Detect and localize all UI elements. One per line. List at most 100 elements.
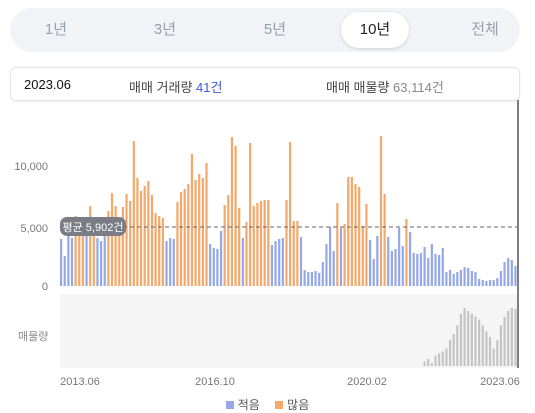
volume-bar — [416, 254, 419, 286]
volume-bar — [401, 246, 404, 286]
volume-bar — [107, 211, 110, 286]
tab-10y[interactable]: 10년 — [341, 12, 409, 48]
volume-bar — [216, 249, 219, 286]
volume-bar — [81, 221, 85, 286]
volume-bar — [70, 238, 74, 286]
average-badge — [60, 216, 126, 236]
listing-bar — [423, 361, 426, 366]
average-label: 평균 5,902건 — [63, 221, 124, 234]
volume-bar — [132, 141, 135, 286]
volume-bar — [238, 208, 241, 286]
volume-bar — [347, 177, 350, 286]
legend-low: 적음 — [225, 396, 260, 413]
listing-panel-bg — [60, 294, 518, 368]
volume-bar — [281, 238, 284, 286]
volume-bar — [339, 228, 343, 286]
volume-bar — [121, 207, 124, 286]
listing-bar — [499, 325, 503, 366]
legend-high: 많음 — [275, 396, 309, 413]
volume-bar — [514, 266, 517, 286]
volume-bar — [103, 235, 106, 286]
period-tabs: 1년 3년 5년 10년 전체 — [10, 8, 520, 52]
volume-bar — [372, 259, 375, 286]
volume-bar — [307, 272, 310, 286]
volume-bar — [285, 200, 288, 286]
volume-bar — [354, 184, 357, 286]
volume-bar — [350, 177, 353, 286]
volume-bar — [230, 137, 234, 286]
volume-bar — [325, 244, 328, 286]
listing-bar — [503, 316, 506, 366]
volume-bar — [67, 230, 70, 286]
tab-3y[interactable]: 3년 — [153, 21, 177, 38]
listing-bar — [470, 313, 473, 366]
listing-bar — [507, 310, 510, 366]
volume-bar — [492, 280, 495, 286]
volume-bar — [143, 186, 146, 286]
listing-bar — [430, 363, 433, 366]
volume-bar — [78, 225, 81, 286]
volume-bar — [259, 201, 263, 286]
tab-all[interactable]: 전체 — [471, 21, 499, 38]
volume-bar — [452, 274, 455, 286]
volume-bar — [245, 222, 248, 286]
volume-bar — [99, 241, 103, 286]
listing-bar — [496, 339, 499, 366]
tab-1y[interactable]: 1년 — [44, 21, 68, 38]
volume-bar — [223, 205, 226, 286]
volume-bar — [434, 254, 437, 286]
volume-bar — [481, 280, 484, 286]
listing-bar — [452, 334, 455, 366]
volume-bar — [398, 228, 401, 286]
volume-bar — [299, 237, 303, 286]
listing-bar — [478, 319, 481, 366]
volume-bar — [485, 281, 488, 286]
listing-bar — [474, 316, 477, 366]
volume-bar — [161, 218, 164, 286]
volume-bar — [136, 178, 139, 286]
volume-bar — [463, 267, 466, 286]
volume-bar — [376, 236, 379, 286]
volume-bar — [423, 247, 426, 286]
volume-bar — [318, 273, 321, 286]
volume-bar — [110, 193, 114, 286]
volume-bar — [390, 251, 393, 286]
x-tick-label: 2020.02 — [347, 376, 387, 388]
volume-bar — [201, 178, 204, 286]
y-tick-label: 5,000 — [20, 223, 48, 235]
tab-5y[interactable]: 5년 — [263, 21, 287, 38]
volume-bar — [263, 200, 266, 286]
volume-bar — [63, 256, 66, 286]
legend-high-swatch — [275, 401, 284, 409]
volume-bar — [176, 202, 179, 286]
volume-bar — [474, 272, 477, 286]
volume-bar — [499, 271, 503, 286]
volume-bar — [310, 272, 314, 286]
volume-bar — [314, 271, 317, 286]
volume-bar — [267, 200, 270, 286]
trade-volume: 매매 거래량 41건 — [129, 77, 222, 96]
y-tick-label: 10,000 — [14, 161, 48, 173]
listing-bar — [488, 337, 492, 366]
volume-bar — [205, 163, 208, 286]
volume-bar — [448, 270, 452, 286]
listing-bar — [448, 339, 452, 366]
volume-bar — [467, 268, 470, 286]
volume-bar — [321, 262, 324, 286]
volume-bar — [496, 278, 499, 286]
listing-bar — [492, 348, 495, 366]
volume-bar — [227, 195, 230, 286]
volume-bar — [172, 239, 175, 286]
volume-bar — [430, 244, 433, 286]
volume-bar — [503, 262, 506, 286]
listing-bar — [514, 309, 517, 366]
volume-bar — [187, 184, 190, 286]
listing-bar — [438, 353, 441, 366]
volume-bar — [408, 232, 412, 286]
volume-bar — [118, 219, 121, 286]
volume-bar — [296, 221, 299, 286]
volume-bar — [125, 194, 128, 286]
volume-bar — [92, 221, 95, 286]
volume-bar — [361, 226, 364, 286]
